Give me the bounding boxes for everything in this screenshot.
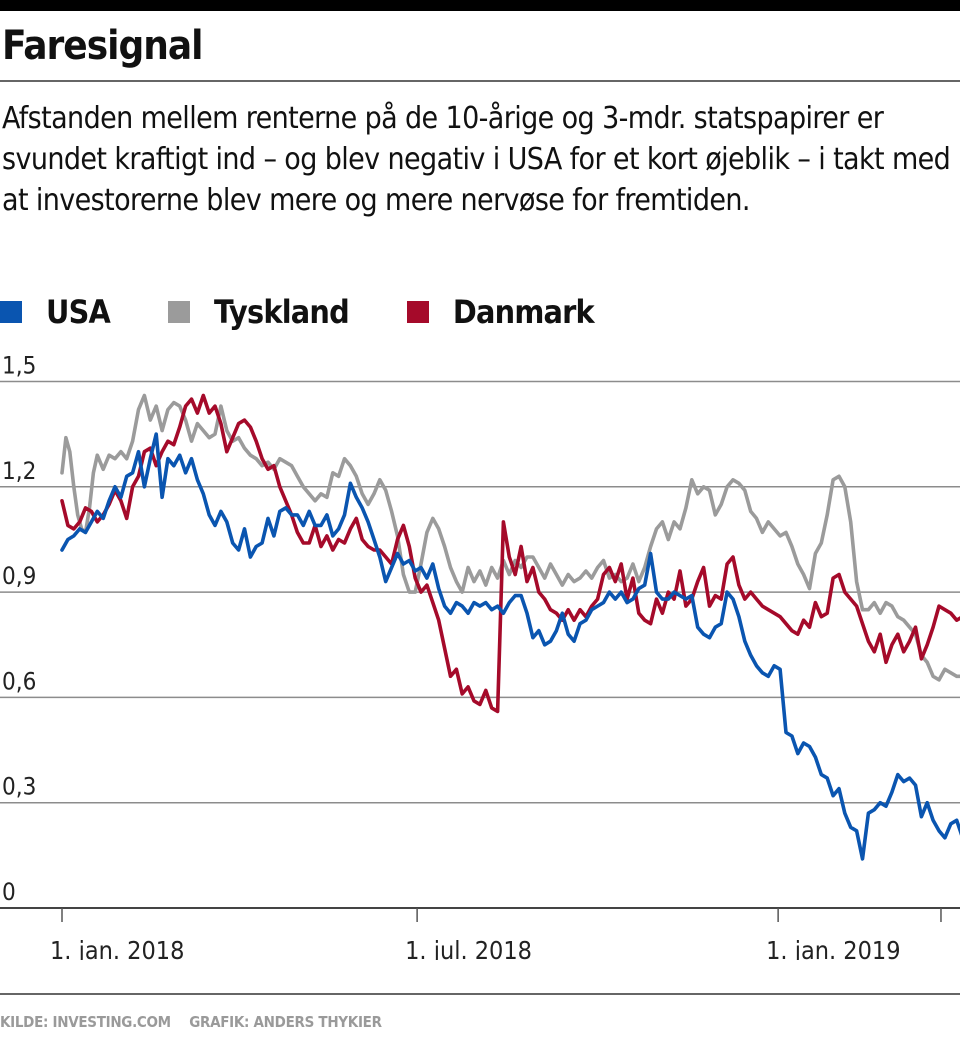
x-tick-label: 1. jul. 2018 <box>405 936 532 960</box>
top-bar <box>0 0 960 11</box>
graphic-credit: GRAFIK: ANDERS THYKIER <box>189 1013 382 1031</box>
x-axis: 1. jan. 2018 1. jul. 2018 1. jan. 2019 <box>0 907 960 960</box>
legend-label-usa: USA <box>46 293 111 331</box>
line-chart: 0 0,3 0,6 0,9 1,2 1,5 1. jan. 2018 1. jul. 201… <box>0 352 960 960</box>
y-tick-label: 1,2 <box>2 457 36 485</box>
series-line-tyskland <box>60 393 960 682</box>
y-tick-label: 1,5 <box>2 352 36 380</box>
chart-title: Faresignal <box>2 23 203 69</box>
series-lines <box>60 393 960 861</box>
legend-label-tyskland: Tyskland <box>214 293 350 331</box>
footer-divider <box>0 993 960 995</box>
legend-swatch-tyskland <box>168 301 190 323</box>
y-tick-label: 0,9 <box>2 562 36 590</box>
legend: USA Tyskland Danmark <box>0 292 652 332</box>
source-credit: KILDE: INVESTING.COM <box>0 1013 171 1031</box>
credits: KILDE: INVESTING.COM GRAFIK: ANDERS THYK… <box>0 1013 382 1031</box>
y-axis-ticks: 0 0,3 0,6 0,9 1,2 1,5 <box>2 352 36 907</box>
legend-item-tyskland: Tyskland <box>168 293 350 331</box>
legend-item-danmark: Danmark <box>406 293 595 331</box>
chart-subtitle: Afstanden mellem renterne på de 10-årige… <box>2 101 951 218</box>
legend-swatch-danmark <box>406 301 429 323</box>
legend-label-danmark: Danmark <box>452 293 595 331</box>
series-line-danmark <box>60 393 960 714</box>
series-line-usa <box>60 432 960 861</box>
gridlines <box>0 380 960 804</box>
title-divider <box>0 80 960 82</box>
legend-item-usa: USA <box>0 293 111 331</box>
y-tick-label: 0,6 <box>2 667 36 695</box>
y-tick-label: 0 <box>2 878 16 906</box>
legend-swatch-usa <box>0 301 22 323</box>
x-tick-label: 1. jan. 2019 <box>766 936 900 960</box>
y-tick-label: 0,3 <box>2 773 36 801</box>
x-tick-label: 1. jan. 2018 <box>50 936 184 960</box>
